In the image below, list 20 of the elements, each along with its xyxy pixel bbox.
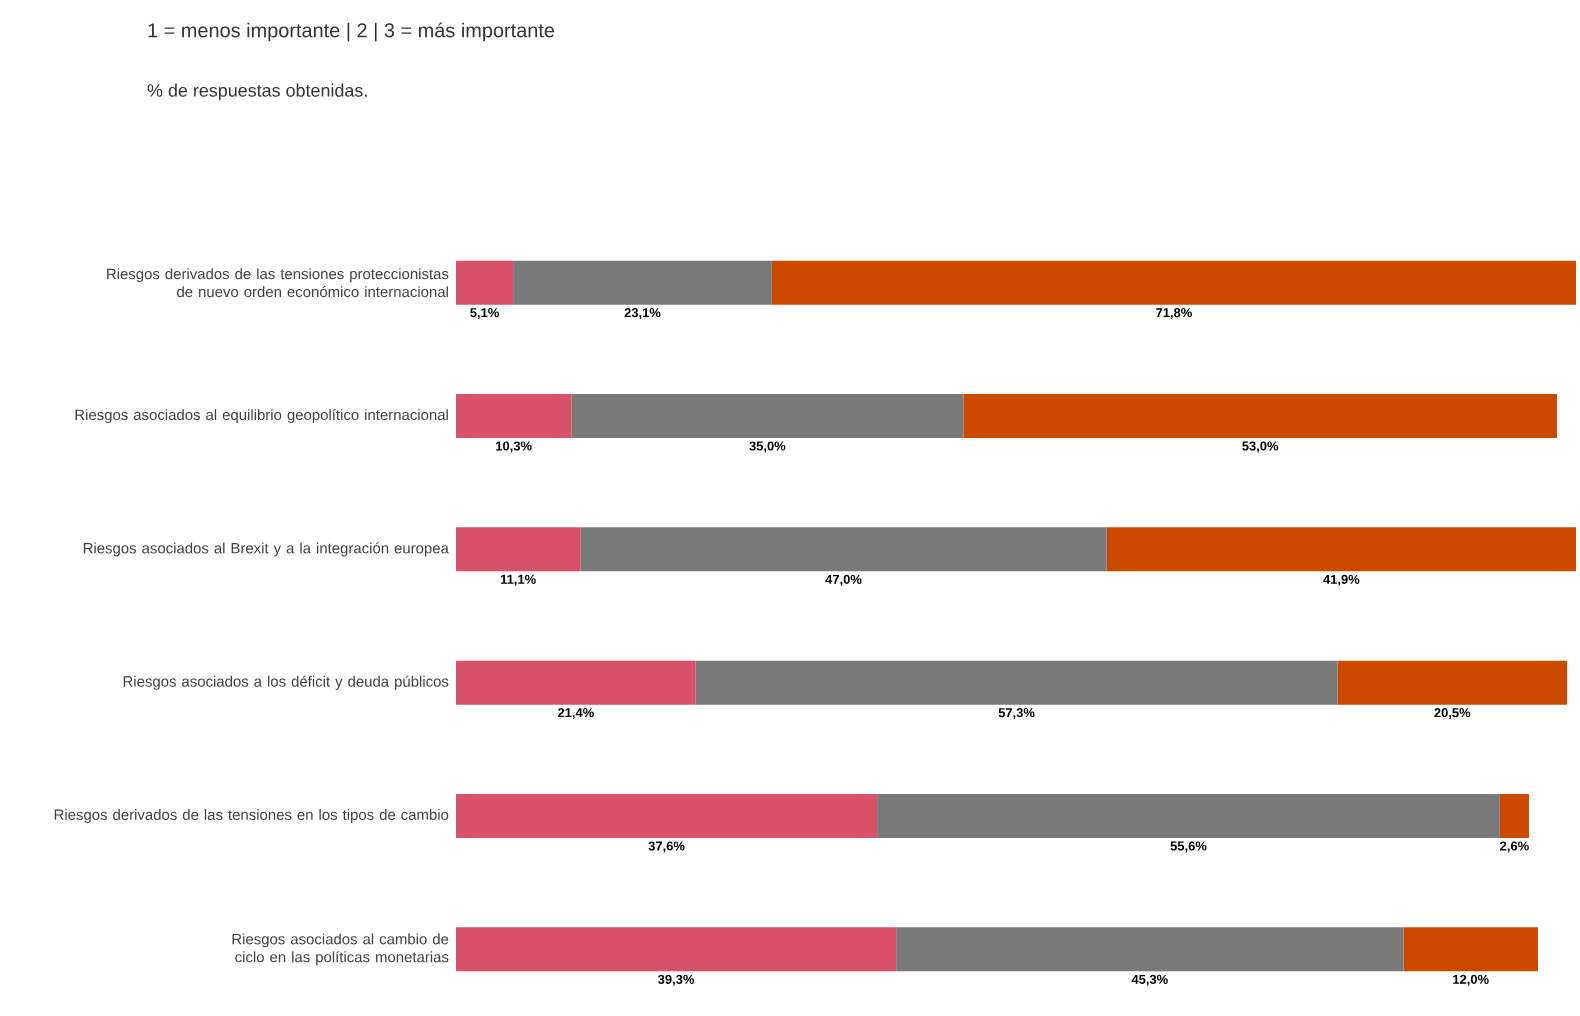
bar <box>1337 660 1568 705</box>
bar <box>456 927 897 972</box>
bar <box>963 394 1557 439</box>
bar <box>571 394 964 439</box>
bar <box>513 260 772 305</box>
bar <box>456 260 514 305</box>
chart-title: 1 = menos importante | 2 | 3 = más importante <box>148 22 555 42</box>
bar <box>1403 927 1538 972</box>
bar <box>456 394 572 439</box>
bar <box>695 660 1338 705</box>
bar <box>877 794 1500 839</box>
bar <box>1499 794 1529 839</box>
bar <box>456 527 581 572</box>
bar <box>456 794 878 839</box>
bar <box>580 527 1107 572</box>
text: % de respuestas obtenidas. <box>147 83 367 101</box>
bar <box>1106 527 1577 572</box>
bar <box>896 927 1404 972</box>
bar <box>456 660 696 705</box>
bar <box>771 260 1577 305</box>
